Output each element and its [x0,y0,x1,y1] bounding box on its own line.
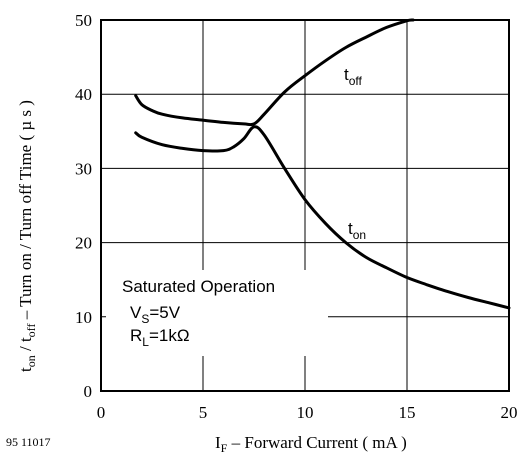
y-axis-label-t2: / t [16,337,35,355]
series-line-toff [134,18,415,127]
series-label-toff-sub: off [349,74,363,88]
x-axis-label: IF – Forward Current ( mA ) [215,433,407,455]
y-axis-label-t3: – Turn on / Turn off Time ( µ s ) [16,100,35,323]
annotation-line3-sub: L [142,335,149,349]
y-tick-label-50: 50 [75,11,92,30]
y-axis-label: ton / toff – Turn on / Turn off Time ( µ… [16,100,38,372]
toff-label-mask [338,58,386,86]
x-tick-label-5: 5 [199,403,208,422]
series-label-toff-main: t [344,65,349,84]
x-tick-label-0: 0 [97,403,106,422]
y-axis-label-t1: t [16,367,35,372]
annotation-line3-rest: =1kΩ [149,326,190,345]
annotation-line2-rest: =5V [149,303,180,322]
x-axis-label-sub: F [221,441,228,455]
ton-label-mask [342,215,382,241]
annotation-line2: VS=5V [130,303,181,326]
annotation-line3: RL=1kΩ [130,326,190,349]
x-tick-label-10: 10 [297,403,314,422]
plot-frame [100,19,510,392]
series-label-toff: toff [344,65,363,88]
figure-code: 95 11017 [6,435,51,449]
y-tick-label-0: 0 [84,382,93,401]
series-line-ton [134,125,511,310]
series-label-ton-main: t [348,219,353,238]
x-tick-labels: 0 5 10 15 20 [97,403,518,422]
annotation-line1: Saturated Operation [122,277,275,296]
series-label-ton: ton [348,219,366,242]
x-axis-label-main: I [215,433,221,452]
x-tick-label-20: 20 [501,403,518,422]
y-tick-label-40: 40 [75,85,92,104]
y-tick-label-10: 10 [75,308,92,327]
x-axis-label-rest: – Forward Current ( mA ) [227,433,406,452]
series-label-ton-sub: on [353,228,366,242]
annotation-mask [106,270,328,356]
y-tick-label-20: 20 [75,234,92,253]
y-tick-label-30: 30 [75,159,92,178]
annotation-line2-main: V [130,303,142,322]
annotation-line3-main: R [130,326,142,345]
y-tick-labels: 0 10 20 30 40 50 [75,11,92,401]
y-axis-label-s2: off [24,324,38,338]
y-axis-label-s1: on [24,355,38,367]
x-tick-label-15: 15 [399,403,416,422]
annotation-line2-sub: S [141,312,149,326]
